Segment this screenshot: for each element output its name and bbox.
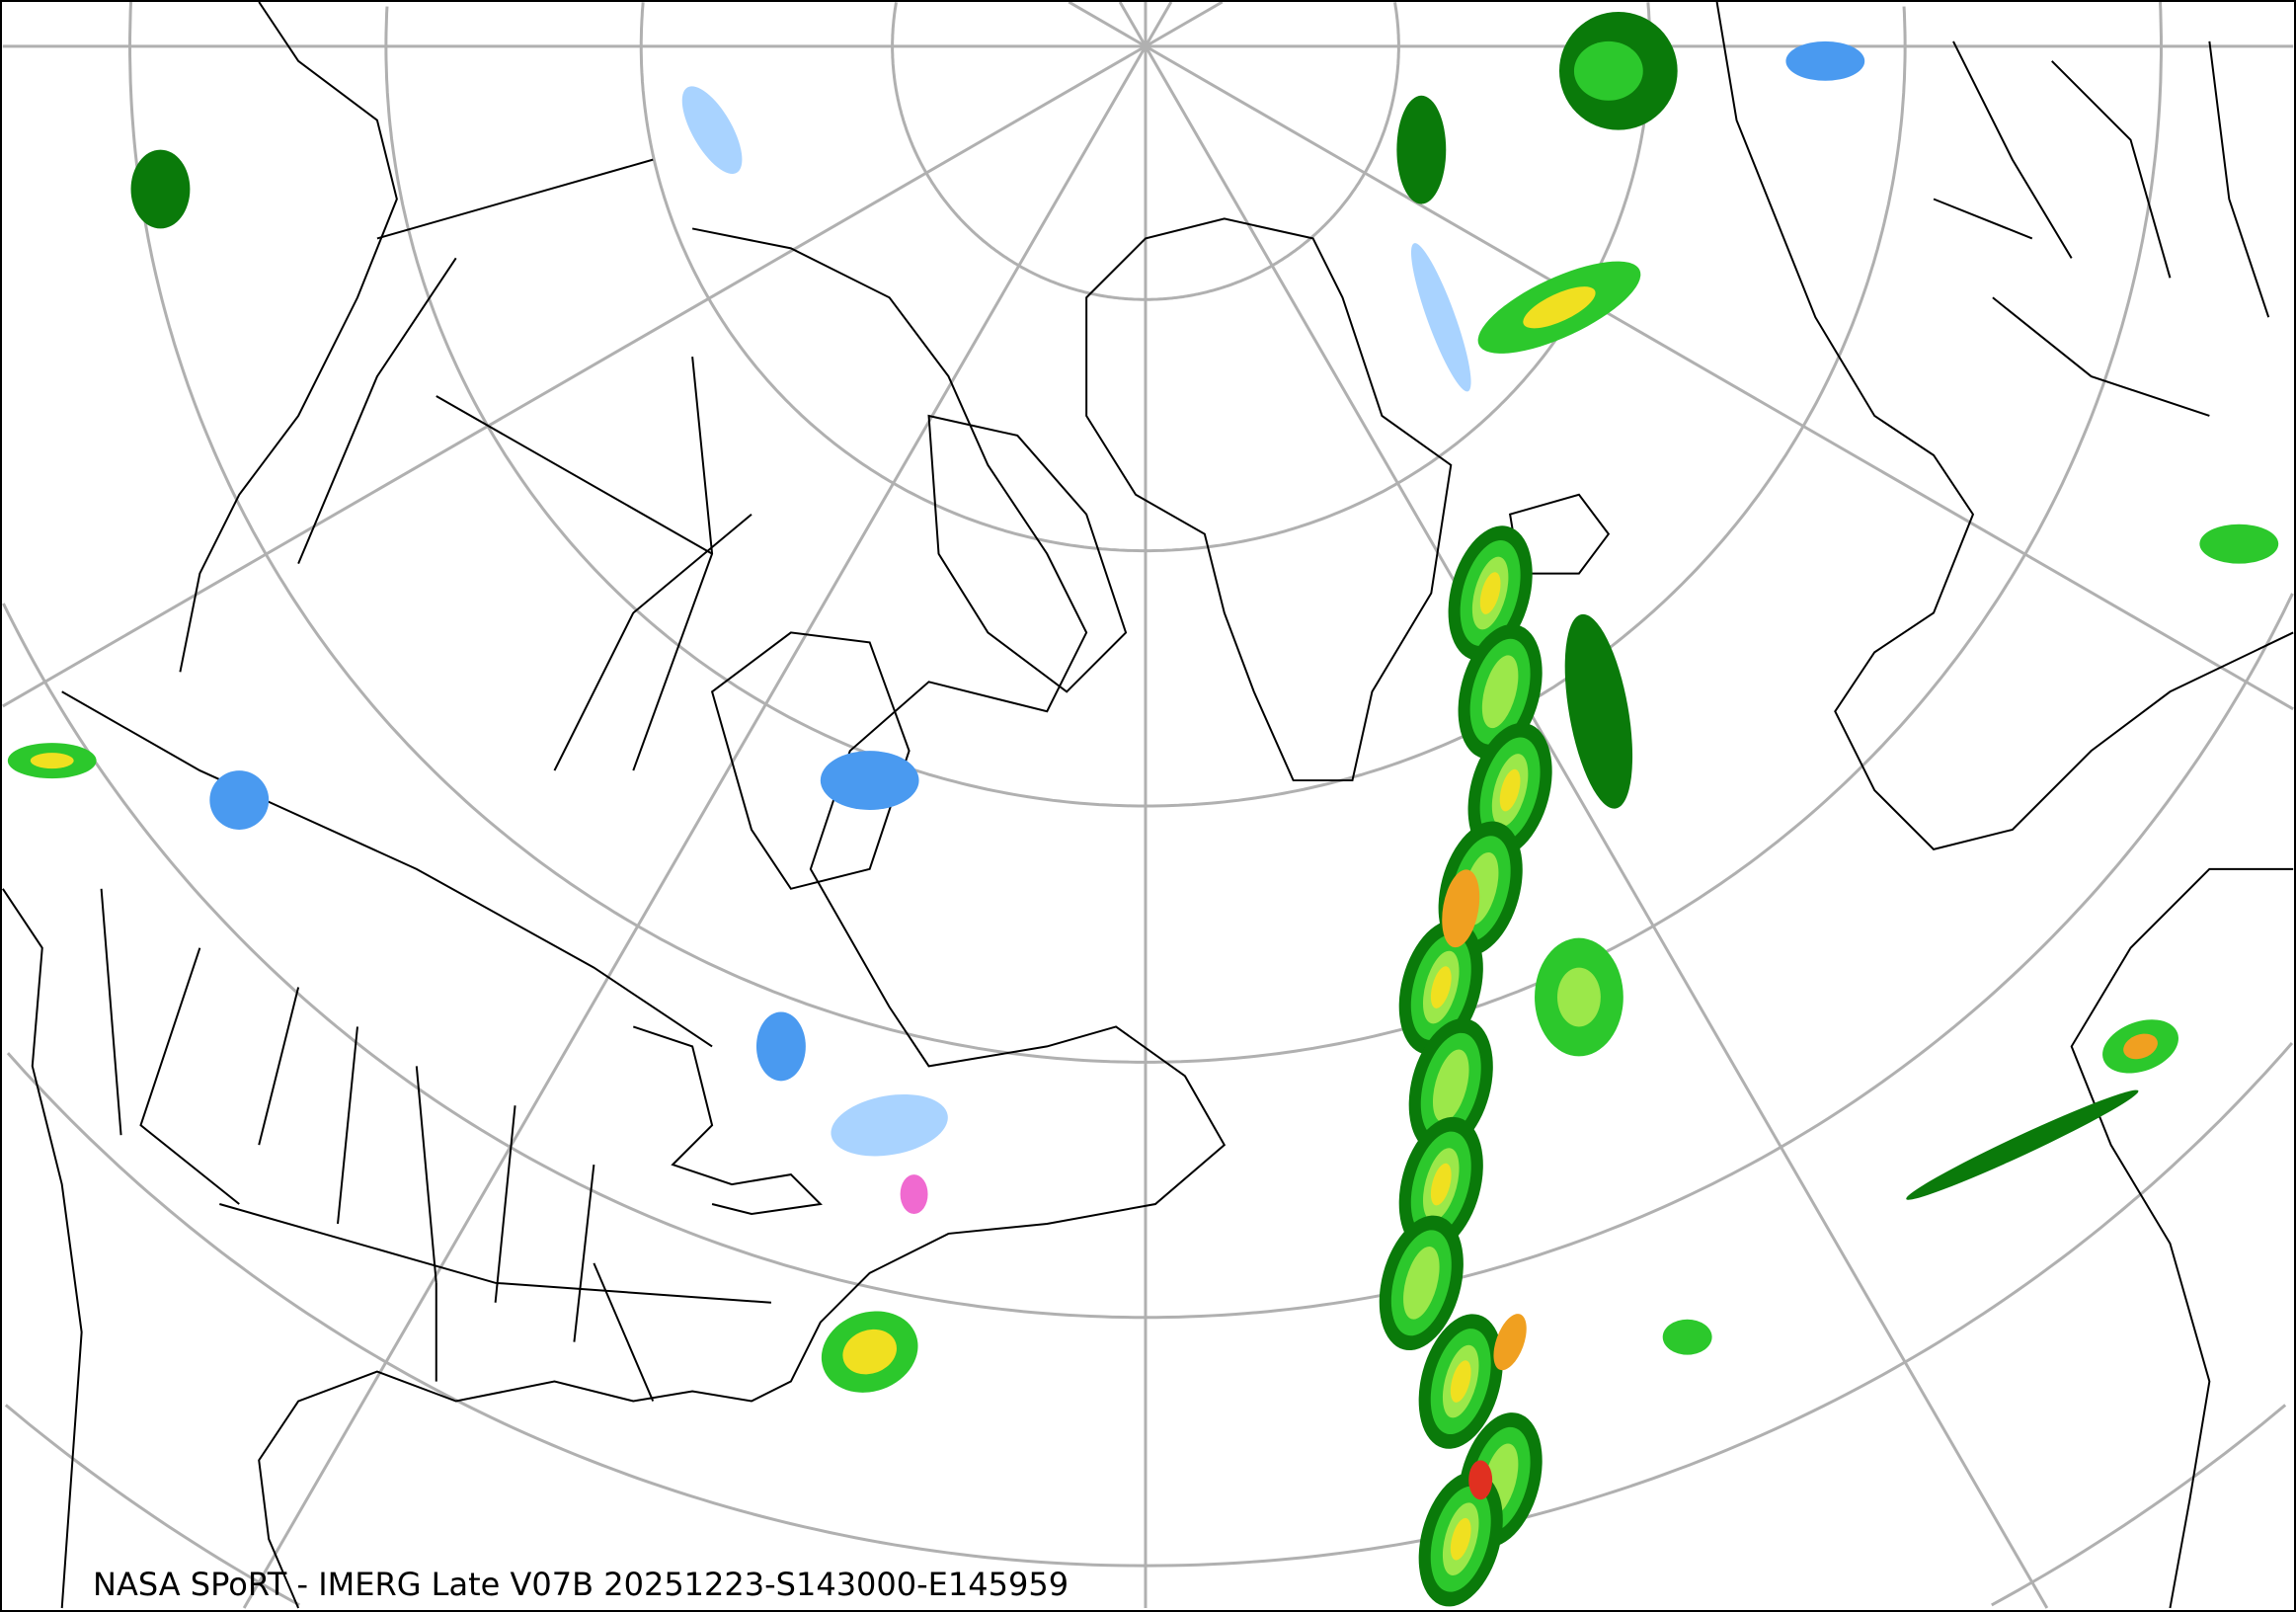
precip-cell — [1662, 1319, 1712, 1355]
meridian-line — [1068, 2, 1147, 48]
precip-cell — [1450, 1517, 1471, 1561]
precip-cell — [209, 770, 270, 830]
precip-cell — [681, 86, 743, 175]
europe-borders — [1933, 40, 2270, 417]
great-lakes — [632, 1025, 823, 1216]
map-caption: NASA SPoRT - IMERG Late V07B 20251223-S1… — [93, 1566, 1069, 1603]
hudson-bay — [710, 631, 910, 890]
precip-cell — [1430, 966, 1452, 1008]
meridian-line — [1144, 2, 1173, 47]
precip-cell — [1403, 1246, 1440, 1320]
alaska-coast — [179, 2, 398, 673]
precip-cell — [2123, 1033, 2158, 1060]
north-america-coast — [258, 227, 1227, 1609]
precip-cell — [1450, 1360, 1471, 1403]
greenland-coast — [1085, 217, 1453, 782]
latitude-circle — [4, 1404, 2287, 1607]
precip-cell — [1493, 1314, 1527, 1371]
precip-cell — [1564, 613, 1633, 809]
precip-cell — [1523, 286, 1596, 329]
latitude-circle — [891, 2, 1400, 301]
precip-cell — [1396, 95, 1447, 204]
precip-cell — [820, 751, 919, 810]
precip-cell — [1906, 1089, 2139, 1200]
meridian-line — [1144, 45, 2049, 1609]
meridian-line — [2, 44, 1147, 708]
latitude-circle — [6, 1042, 2294, 1568]
precip-cell — [1573, 40, 1643, 101]
province-borders — [297, 158, 752, 771]
canada-us-border — [61, 690, 713, 1048]
latitude-circle — [2, 593, 2294, 1320]
precip-cell — [1432, 1049, 1469, 1123]
precip-cell — [1785, 40, 1865, 81]
baffin-island — [927, 414, 1128, 693]
africa-coast — [2070, 867, 2294, 1609]
precip-cell — [900, 1174, 928, 1214]
precip-cell — [1442, 869, 1480, 948]
meridian-line — [1145, 44, 2294, 711]
precip-cell — [130, 149, 191, 229]
precip-cell — [1479, 572, 1501, 614]
precip-cell — [755, 1011, 806, 1082]
precip-cell — [1556, 967, 1601, 1027]
meridian-line — [1145, 2, 1224, 48]
precip-cell — [1481, 655, 1519, 729]
precip-cell — [1410, 243, 1471, 392]
meridian-line — [1118, 2, 1148, 47]
scandinavia-coast — [1715, 2, 2294, 850]
state-borders — [100, 888, 772, 1402]
precip-cell — [30, 753, 74, 769]
meridian-line — [242, 45, 1148, 1609]
precip-cell — [2199, 524, 2279, 564]
precip-cell — [1430, 1163, 1452, 1206]
west-coast — [2, 888, 83, 1609]
precip-cell — [1499, 768, 1521, 812]
precip-cell — [1468, 1460, 1493, 1500]
precip-cell — [842, 1329, 897, 1375]
precipitation-layer — [7, 11, 2279, 1607]
latitude-circle — [384, 6, 1907, 808]
precip-cell — [831, 1093, 948, 1157]
latitude-circle — [128, 2, 2163, 1064]
